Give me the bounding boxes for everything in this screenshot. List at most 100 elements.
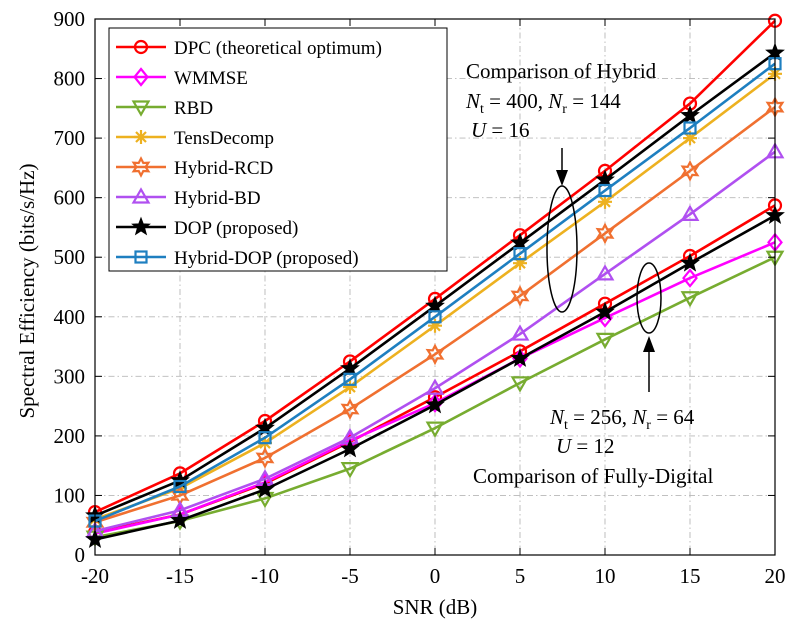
data-point bbox=[343, 380, 357, 395]
data-point bbox=[510, 285, 530, 307]
legend-label: DPC (theoretical optimum) bbox=[174, 38, 382, 59]
y-tick-label: 0 bbox=[75, 543, 86, 567]
annotation-fully-digital: Nt = 256, Nr = 64 U = 12 Comparison of F… bbox=[473, 262, 713, 488]
annotation-hybrid-ellipse bbox=[546, 185, 578, 313]
data-point bbox=[513, 256, 527, 271]
data-point bbox=[680, 204, 700, 221]
y-tick-label: 300 bbox=[54, 364, 86, 388]
annotation-fd-ellipse bbox=[636, 262, 662, 334]
data-point bbox=[680, 291, 700, 308]
data-point bbox=[340, 462, 360, 479]
data-point bbox=[425, 394, 445, 414]
data-point bbox=[427, 393, 443, 413]
series-hybrid-bd-hybrid bbox=[85, 142, 785, 538]
y-tick-label: 600 bbox=[54, 186, 86, 210]
y-tick-label: 800 bbox=[54, 67, 86, 91]
x-tick-labels: -20 -15 -10 -5 0 5 10 15 20 bbox=[81, 564, 786, 588]
annotation-fd-users: U = 12 bbox=[556, 434, 615, 458]
data-point bbox=[170, 470, 190, 489]
y-tick-label: 100 bbox=[54, 483, 86, 507]
legend-marker bbox=[133, 39, 149, 55]
x-axis-title: SNR (dB) bbox=[393, 595, 478, 619]
y-tick-label: 900 bbox=[54, 7, 86, 31]
legend-label: Hybrid-DOP (proposed) bbox=[174, 248, 359, 269]
data-point bbox=[510, 376, 530, 393]
annotation-fd-params: Nt = 256, Nr = 64 bbox=[549, 405, 695, 433]
x-tick-label: 20 bbox=[765, 564, 786, 588]
legend-marker bbox=[134, 130, 148, 144]
legend-item: Hybrid-BD bbox=[116, 187, 261, 209]
data-point bbox=[425, 378, 445, 395]
legend-box bbox=[108, 27, 448, 272]
data-point bbox=[258, 431, 272, 445]
legend-marker bbox=[134, 250, 148, 264]
legend-label: Hybrid-BD bbox=[174, 188, 261, 209]
x-tick-label: 15 bbox=[680, 564, 701, 588]
data-point bbox=[428, 318, 442, 333]
x-tick-label: -20 bbox=[81, 564, 109, 588]
series-line bbox=[94, 62, 776, 523]
data-point bbox=[510, 324, 530, 341]
y-tick-label: 700 bbox=[54, 126, 86, 150]
x-tick-label: -5 bbox=[341, 564, 359, 588]
annotation-hybrid: Comparison of Hybrid Nt = 400, Nr = 144 … bbox=[465, 59, 657, 313]
x-tick-label: 10 bbox=[595, 564, 616, 588]
data-point bbox=[595, 301, 615, 321]
data-point bbox=[680, 159, 700, 182]
data-point bbox=[428, 310, 442, 324]
legend-label: TensDecomp bbox=[174, 128, 274, 149]
legend-item: Hybrid-RCD bbox=[116, 156, 273, 179]
data-point bbox=[680, 252, 700, 272]
legend-item: TensDecomp bbox=[116, 128, 274, 149]
data-point bbox=[595, 264, 615, 281]
data-point bbox=[425, 421, 445, 438]
x-tick-label: -10 bbox=[251, 564, 279, 588]
annotation-hybrid-params: Nt = 400, Nr = 144 bbox=[465, 89, 621, 117]
data-point bbox=[255, 479, 275, 498]
x-tick-label: 0 bbox=[430, 564, 441, 588]
annotation-fd-arrowhead bbox=[643, 336, 655, 352]
legend-marker bbox=[131, 100, 151, 117]
data-point bbox=[340, 438, 360, 458]
y-tick-label: 500 bbox=[54, 245, 86, 269]
y-tick-label: 200 bbox=[54, 424, 86, 448]
legend-label: Hybrid-RCD bbox=[174, 158, 273, 179]
legend-label: DOP (proposed) bbox=[174, 218, 298, 239]
y-axis-title: Spectral Efficiency (bits/s/Hz) bbox=[15, 163, 39, 418]
y-tick-label: 400 bbox=[54, 305, 86, 329]
data-point bbox=[598, 194, 612, 209]
x-tick-label: -15 bbox=[166, 564, 194, 588]
data-point bbox=[173, 479, 187, 494]
data-point bbox=[170, 510, 190, 529]
data-point bbox=[680, 105, 700, 124]
data-point bbox=[340, 398, 360, 421]
legend-marker bbox=[131, 187, 151, 204]
data-point bbox=[595, 222, 615, 245]
data-point bbox=[683, 121, 697, 135]
legend-item: DOP (proposed) bbox=[116, 216, 298, 239]
annotation-hybrid-users: U = 16 bbox=[471, 118, 530, 142]
data-point bbox=[343, 372, 357, 386]
data-point bbox=[255, 446, 275, 469]
annotation-hybrid-title: Comparison of Hybrid bbox=[466, 59, 657, 83]
legend-marker bbox=[131, 216, 151, 236]
annotation-fd-title: Comparison of Fully-Digital bbox=[473, 464, 713, 488]
data-point bbox=[595, 332, 615, 350]
data-point bbox=[513, 247, 527, 261]
data-point bbox=[425, 343, 445, 366]
series-dop-proposed--fully-digital bbox=[85, 205, 785, 548]
series-line bbox=[94, 256, 776, 539]
axis-ticks bbox=[94, 18, 776, 556]
legend-item: Hybrid-DOP (proposed) bbox=[116, 248, 359, 269]
data-point bbox=[510, 348, 530, 367]
y-tick-labels: 0 100 200 300 400 500 600 700 800 900 bbox=[54, 7, 86, 567]
data-point bbox=[683, 131, 697, 146]
legend-label: WMMSE bbox=[174, 68, 248, 89]
data-point bbox=[595, 169, 615, 189]
legend-marker bbox=[133, 67, 149, 87]
series-dop-proposed--hybrid bbox=[85, 42, 785, 525]
annotation-hybrid-arrowhead bbox=[556, 170, 568, 186]
x-tick-label: 5 bbox=[515, 564, 526, 588]
legend: DPC (theoretical optimum) WMMSE RBD TensDec… bbox=[108, 27, 448, 272]
legend-marker bbox=[131, 156, 151, 178]
